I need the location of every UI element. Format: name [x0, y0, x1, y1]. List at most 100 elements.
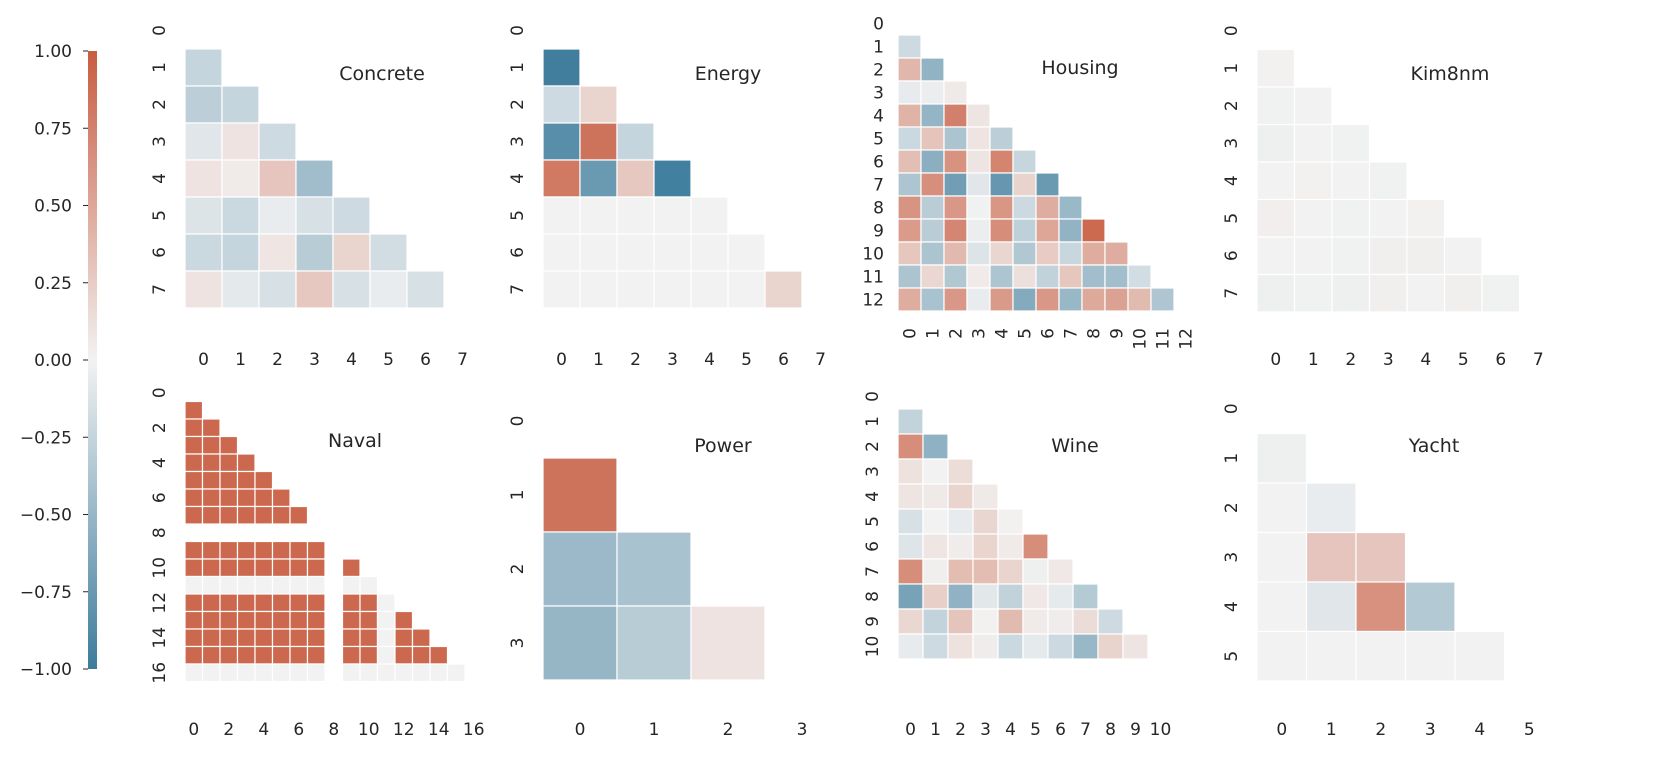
y-tick-label: 7 — [863, 566, 883, 577]
heatmap-cell — [306, 628, 326, 648]
x-tick-label: 7 — [815, 350, 826, 370]
heatmap-cell — [997, 533, 1024, 560]
y-tick-label: 0 — [873, 15, 884, 35]
heatmap-cell — [897, 458, 924, 485]
heatmap-cell — [897, 264, 922, 289]
colorbar-tick-label: 0.50 — [34, 197, 72, 217]
heatmap-cell — [295, 270, 334, 309]
heatmap-cell — [897, 195, 922, 220]
y-tick-label: 10 — [863, 636, 883, 658]
heatmap-panel-power: Power 0 1 2 3 0 1 2 3 — [508, 416, 807, 740]
y-tick-label: 5 — [873, 130, 884, 150]
heatmap-cell — [989, 287, 1014, 312]
heatmap-cell — [254, 593, 274, 613]
heatmap-cell — [920, 241, 945, 266]
heatmap-cell — [289, 505, 309, 525]
heatmap-cell — [1058, 287, 1083, 312]
heatmap-cell — [1293, 123, 1333, 163]
heatmap-cell — [947, 583, 974, 610]
heatmap-cell — [653, 233, 692, 272]
y-tick-label: 1 — [150, 62, 170, 73]
y-tick-label: 2 — [1222, 100, 1242, 111]
x-tick-label: 3 — [667, 350, 678, 370]
x-tick-label: 8 — [1085, 328, 1105, 339]
heatmap-cell — [897, 483, 924, 510]
heatmap-cell — [1022, 633, 1049, 660]
heatmap-cell — [1331, 161, 1371, 201]
heatmap-cell — [1331, 273, 1371, 313]
y-tick-label: 7 — [873, 176, 884, 196]
y-tick-label: 8 — [150, 527, 170, 538]
y-tick-label: 0 — [508, 416, 528, 427]
x-tick-label: 6 — [1495, 350, 1506, 370]
heatmap-cell — [411, 645, 431, 665]
heatmap-cell — [236, 540, 256, 560]
x-tick-label: 2 — [723, 720, 734, 740]
heatmap-cell — [1012, 195, 1037, 220]
heatmap-cell — [966, 241, 991, 266]
heatmap-cell — [184, 453, 204, 473]
heatmap-cell — [236, 558, 256, 578]
heatmap-cell — [289, 540, 309, 560]
heatmap-panel-energy: Energy 0 1 2 3 4 5 6 7 0 1 2 3 4 5 6 7 — [508, 25, 826, 370]
y-tick-label: 4 — [873, 107, 884, 127]
heatmap-cell — [376, 593, 396, 613]
heatmap-cell — [727, 270, 766, 309]
x-tick-label: 4 — [1420, 350, 1431, 370]
y-tick-label: 4 — [863, 491, 883, 502]
y-tick-label: 10 — [862, 245, 884, 265]
heatmap-cell — [997, 633, 1024, 660]
heatmap-cell — [184, 435, 204, 455]
heatmap-cell — [271, 558, 291, 578]
heatmap-cell — [966, 126, 991, 151]
heatmap-cell — [221, 270, 260, 309]
heatmap-cell — [897, 508, 924, 535]
y-tick-label: 3 — [150, 136, 170, 147]
heatmap-cell — [1406, 236, 1446, 276]
heatmap-cell — [1035, 287, 1060, 312]
heatmap-cell — [394, 645, 414, 665]
heatmap-cell — [1404, 581, 1456, 633]
heatmap-cell — [1305, 482, 1357, 534]
heatmap-cell — [616, 122, 655, 161]
y-tick-label: 1 — [1222, 453, 1242, 464]
heatmap-cell — [616, 196, 655, 235]
x-tick-label: 5 — [383, 350, 394, 370]
heatmap-cell — [184, 645, 204, 665]
x-tick-label: 10 — [358, 720, 380, 740]
heatmap-cell — [1368, 198, 1408, 238]
heatmap-cell — [201, 488, 221, 508]
heatmap-cell — [897, 583, 924, 610]
heatmap-cell — [258, 196, 297, 235]
heatmap-cell — [306, 663, 326, 683]
x-tick-label: 0 — [575, 720, 586, 740]
heatmap-cell — [1012, 287, 1037, 312]
heatmap-cell — [1355, 531, 1407, 583]
heatmap-cell — [922, 433, 949, 460]
heatmap-cell — [897, 103, 922, 128]
heatmap-cell — [1256, 531, 1308, 583]
y-tick-label: 10 — [150, 557, 170, 579]
heatmap-cell — [972, 608, 999, 635]
heatmap-cell — [1022, 608, 1049, 635]
heatmap-cell — [258, 270, 297, 309]
heatmap-cell — [184, 540, 204, 560]
x-tick-label: 1 — [235, 350, 246, 370]
x-tick-label: 0 — [556, 350, 567, 370]
heatmap-cell — [1331, 236, 1371, 276]
x-tick-label: 6 — [1055, 720, 1066, 740]
x-tick-label: 9 — [1108, 328, 1128, 339]
x-tick-label: 4 — [346, 350, 357, 370]
y-tick-label: 4 — [508, 173, 528, 184]
heatmap-cell — [341, 593, 361, 613]
x-tick-label: 10 — [1131, 328, 1151, 350]
colorbar-tick-label: 0.25 — [34, 274, 72, 294]
heatmap-cell — [997, 583, 1024, 610]
heatmap-cell — [1072, 633, 1099, 660]
x-tick-label: 4 — [1474, 720, 1485, 740]
heatmap-cell — [201, 645, 221, 665]
x-tick-label: 5 — [1030, 720, 1041, 740]
heatmap-cell — [972, 583, 999, 610]
heatmap-cell — [184, 418, 204, 438]
